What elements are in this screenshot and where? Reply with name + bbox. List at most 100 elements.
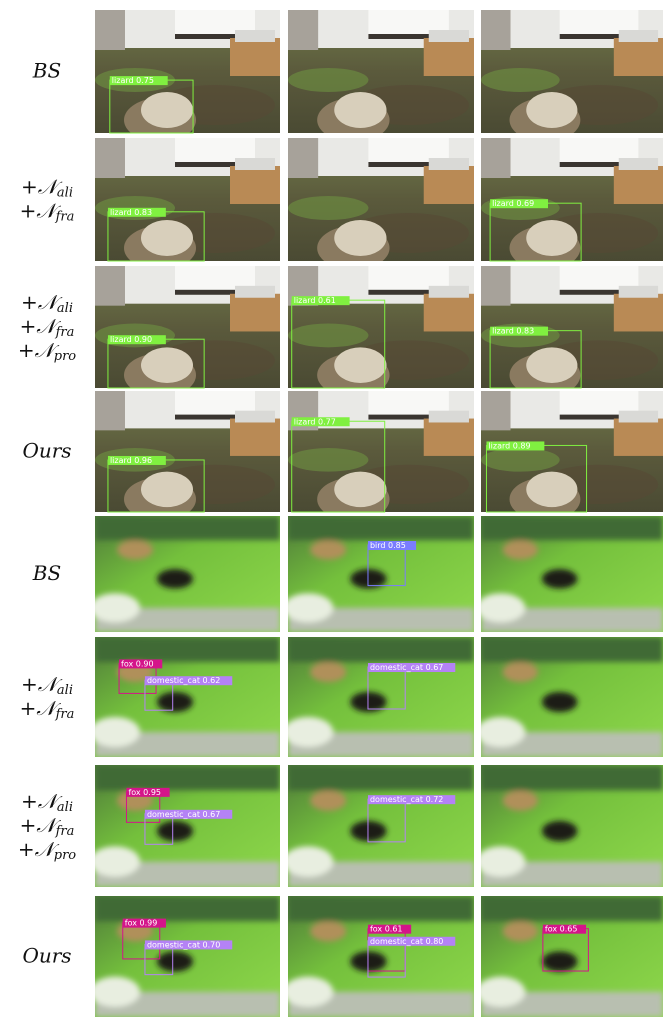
label-base: BS — [32, 58, 61, 82]
row-label-line: +𝒩fra — [20, 198, 75, 224]
image-panel: fox 0.65 — [476, 896, 663, 1017]
photo — [90, 896, 280, 1017]
detection-label: fox 0.61 — [370, 925, 403, 934]
photo — [283, 637, 474, 757]
row-label: BS — [32, 561, 61, 585]
image-panel: fox 0.95 domestic_cat 0.67 — [90, 765, 280, 887]
detection-label: lizard 0.61 — [294, 296, 336, 305]
detection-label: domestic_cat 0.62 — [147, 676, 220, 685]
row-label: +𝒩ali+𝒩fra — [20, 174, 75, 224]
image-panel: lizard 0.89 — [481, 391, 663, 521]
image-panel — [476, 637, 663, 757]
image-panel: domestic_cat 0.67 — [283, 637, 474, 757]
image-panel — [481, 10, 663, 142]
image-panel — [288, 138, 474, 270]
label-subscript: ali — [57, 800, 73, 815]
label-subscript: pro — [54, 848, 77, 863]
photo — [90, 765, 280, 887]
detection-label: fox 0.99 — [125, 919, 158, 928]
row-label-line: BS — [32, 561, 61, 585]
label-base: Ours — [22, 438, 71, 462]
image-panel: lizard 0.69 — [481, 138, 663, 270]
image-panel: lizard 0.77 — [288, 391, 474, 521]
photo — [95, 266, 280, 397]
image-panel: fox 0.99 domestic_cat 0.70 — [90, 896, 280, 1017]
row-label-line: +𝒩ali — [21, 174, 73, 200]
label-subscript: fra — [55, 325, 75, 340]
detection-label: lizard 0.96 — [110, 456, 152, 465]
row-label-line: +𝒩ali — [21, 789, 73, 815]
detection-label: lizard 0.77 — [294, 417, 336, 426]
row-label-line: +𝒩fra — [20, 314, 75, 340]
image-panel: lizard 0.90 — [95, 266, 280, 397]
photo — [288, 10, 474, 142]
photo — [476, 765, 663, 887]
image-panel: lizard 0.75 — [95, 10, 280, 142]
label-base: BS — [32, 561, 61, 585]
photo — [288, 138, 474, 270]
photo — [283, 896, 474, 1017]
image-panel: lizard 0.83 — [481, 266, 663, 397]
photo — [481, 391, 663, 521]
detection-label: domestic_cat 0.67 — [370, 663, 443, 672]
detection-label: domestic_cat 0.72 — [370, 795, 443, 804]
image-panel — [476, 765, 663, 887]
image-panel: lizard 0.96 — [95, 391, 280, 521]
label-subscript: pro — [54, 349, 77, 364]
photo — [476, 896, 663, 1017]
figure: BSlizard 0.75+𝒩ali+𝒩fralizard 0.83lizard… — [0, 0, 663, 1019]
image-panel: fox 0.61 domestic_cat 0.80 — [283, 896, 474, 1017]
photo — [90, 516, 280, 632]
image-panel — [90, 516, 280, 632]
image-panel: fox 0.90 domestic_cat 0.62 — [90, 637, 280, 757]
detection-label: domestic_cat 0.70 — [147, 940, 220, 949]
detection-label: lizard 0.75 — [112, 76, 154, 85]
photo — [476, 637, 663, 757]
label-subscript: ali — [57, 683, 73, 698]
label-subscript: ali — [57, 185, 73, 200]
row-label: +𝒩ali+𝒩fra+𝒩pro — [18, 290, 76, 364]
image-panel: domestic_cat 0.72 — [283, 765, 474, 887]
label-subscript: fra — [55, 824, 75, 839]
row-label: Ours — [22, 438, 71, 462]
label-base: Ours — [22, 943, 71, 967]
row-label-line: +𝒩ali — [21, 672, 73, 698]
row-label-line: +𝒩pro — [18, 338, 76, 364]
detection-label: domestic_cat 0.80 — [370, 937, 443, 946]
photo — [283, 765, 474, 887]
row-label-line: +𝒩ali — [21, 290, 73, 316]
detection-label: domestic_cat 0.67 — [147, 810, 220, 819]
photo — [481, 10, 663, 142]
row-label-line: +𝒩fra — [20, 813, 75, 839]
detection-label: lizard 0.69 — [492, 199, 534, 208]
row-label-line: +𝒩fra — [20, 696, 75, 722]
row-label-line: +𝒩pro — [18, 837, 76, 863]
photo — [283, 516, 474, 632]
figure-grid: BSlizard 0.75+𝒩ali+𝒩fralizard 0.83lizard… — [18, 10, 663, 1017]
image-panel: bird 0.85 — [283, 516, 474, 632]
detection-label: fox 0.95 — [128, 788, 161, 797]
row-label: +𝒩ali+𝒩fra+𝒩pro — [18, 789, 76, 863]
label-subscript: ali — [57, 301, 73, 316]
detection-label: fox 0.65 — [545, 925, 578, 934]
image-panel — [476, 516, 663, 632]
detection-label: lizard 0.83 — [492, 327, 534, 336]
label-subscript: fra — [55, 209, 75, 224]
image-panel — [288, 10, 474, 142]
row-label-line: Ours — [22, 943, 71, 967]
row-label-line: Ours — [22, 438, 71, 462]
row-label: +𝒩ali+𝒩fra — [20, 672, 75, 722]
row-label-line: BS — [32, 58, 61, 82]
label-subscript: fra — [55, 707, 75, 722]
photo — [90, 637, 280, 757]
detection-label: lizard 0.90 — [110, 335, 152, 344]
detection-label: bird 0.85 — [370, 541, 406, 550]
detection-label: lizard 0.83 — [110, 208, 152, 217]
photo — [288, 266, 474, 397]
image-panel: lizard 0.83 — [95, 138, 280, 270]
detection-label: lizard 0.89 — [488, 441, 530, 450]
detection-label: fox 0.90 — [121, 659, 154, 668]
row-label: Ours — [22, 943, 71, 967]
photo — [476, 516, 663, 632]
image-panel: lizard 0.61 — [288, 266, 474, 397]
